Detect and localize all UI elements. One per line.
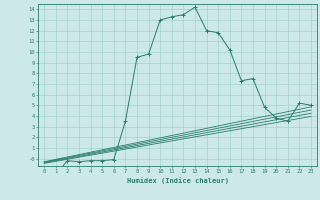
X-axis label: Humidex (Indice chaleur): Humidex (Indice chaleur) xyxy=(127,177,228,184)
